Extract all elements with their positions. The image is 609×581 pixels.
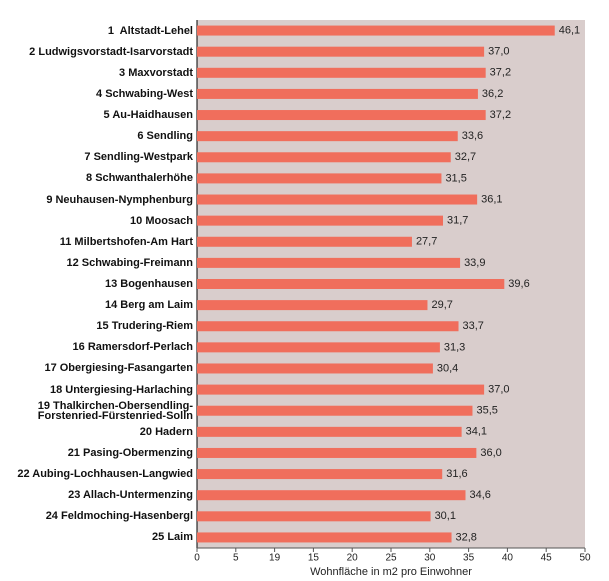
category-label: 25 Laim <box>152 531 193 544</box>
bar <box>197 511 431 522</box>
value-label: 30,4 <box>437 362 458 374</box>
value-label: 31,6 <box>446 468 467 480</box>
x-tick-label: 50 <box>579 553 591 564</box>
category-label: 8 Schwanthalerhöhe <box>86 172 193 185</box>
category-label: 7 Sendling-Westpark <box>84 151 193 164</box>
value-label: 37,2 <box>490 109 511 121</box>
x-tick-label: 20 <box>347 553 359 564</box>
category-label: 1 Altstadt-Lehel <box>107 24 193 37</box>
value-label: 33,9 <box>464 257 485 269</box>
category-label: 17 Obergiesing-Fasangarten <box>44 362 193 375</box>
value-label: 36,2 <box>482 88 503 100</box>
value-label: 37,0 <box>488 46 509 58</box>
value-label: 31,5 <box>445 172 466 184</box>
value-label: 37,2 <box>490 67 511 79</box>
bar <box>197 257 461 268</box>
category-label: 18 Untergiesing-Harlaching <box>49 383 193 396</box>
value-label: 32,7 <box>455 151 476 163</box>
bar <box>197 363 433 374</box>
category-label: 5 Au-Haidhausen <box>103 109 193 122</box>
category-label: 11 Milbertshofen-Am Hart <box>59 235 193 248</box>
value-label: 36,1 <box>481 193 502 205</box>
category-label: 13 Bogenhausen <box>104 278 193 290</box>
bar <box>197 321 459 332</box>
bar <box>197 532 452 543</box>
x-tick-label: 40 <box>502 553 514 564</box>
category-label: 24 Feldmoching-Hasenbergl <box>45 510 193 523</box>
bar <box>197 447 477 458</box>
value-label: 33,7 <box>463 320 484 332</box>
x-tick-label: 35 <box>463 553 475 564</box>
bar <box>197 152 451 163</box>
bar <box>197 236 412 247</box>
category-label: 21 Pasing-Obermenzing <box>67 446 193 459</box>
category-label: 16 Ramersdorf-Perlach <box>72 341 193 354</box>
category-label: 2 Ludwigsvorstadt-Isarvorstadt <box>29 45 193 58</box>
value-label: 31,7 <box>447 215 468 227</box>
value-label: 27,7 <box>416 236 437 248</box>
bar <box>197 384 485 395</box>
category-label: 6 Sendling <box>137 130 193 143</box>
bar <box>197 131 458 142</box>
bar <box>197 426 462 437</box>
category-label: 3 Maxvorstadt <box>119 66 193 79</box>
value-label: 32,8 <box>456 531 477 543</box>
bar <box>197 67 486 78</box>
value-label: 29,7 <box>431 299 452 311</box>
value-label: 36,0 <box>480 447 501 459</box>
category-label: 15 Trudering-Riem <box>96 320 193 333</box>
bar <box>197 300 428 311</box>
bar <box>197 490 466 501</box>
bar <box>197 173 442 184</box>
value-label: 35,5 <box>476 405 497 417</box>
category-label: 4 Schwabing-West <box>96 87 193 100</box>
x-tick-label: 0 <box>194 553 200 564</box>
category-label: 10 Moosach <box>130 214 193 227</box>
x-tick-label: 25 <box>385 553 397 564</box>
x-tick-label: 15 <box>308 553 320 564</box>
x-axis-label: Wohnfläche in m2 pro Einwohner <box>310 566 472 578</box>
x-tick-label: 19 <box>269 553 281 564</box>
category-label: 19 Thalkirchen-Obersendling- Forstenried… <box>37 399 193 422</box>
bar <box>197 405 473 416</box>
bar <box>197 194 478 205</box>
x-tick-label: 5 <box>233 553 239 564</box>
value-label: 37,0 <box>488 384 509 396</box>
value-label: 39,6 <box>508 278 529 290</box>
value-label: 34,1 <box>466 426 487 438</box>
category-label: 23 Allach-Untermenzing <box>68 489 193 502</box>
bar <box>197 215 443 226</box>
value-label: 33,6 <box>462 130 483 142</box>
bar <box>197 25 555 36</box>
bar <box>197 46 485 57</box>
category-label: 14 Berg am Laim <box>104 299 193 312</box>
category-label: 12 Schwabing-Freimann <box>66 256 193 269</box>
x-tick-label: 30 <box>424 553 436 564</box>
value-label: 30,1 <box>435 510 456 522</box>
category-label: 20 Hadern <box>139 425 193 438</box>
x-tick-label: 45 <box>541 553 553 564</box>
bar <box>197 110 486 121</box>
category-label: 9 Neuhausen-Nymphenburg <box>46 193 193 206</box>
bar <box>197 342 440 353</box>
category-label: 22 Aubing-Lochhausen-Langwied <box>17 468 193 481</box>
value-label: 46,1 <box>559 24 580 36</box>
bar <box>197 88 478 99</box>
bar <box>197 469 443 480</box>
value-label: 31,3 <box>444 341 465 353</box>
bar <box>197 279 505 289</box>
value-label: 34,6 <box>469 489 490 501</box>
